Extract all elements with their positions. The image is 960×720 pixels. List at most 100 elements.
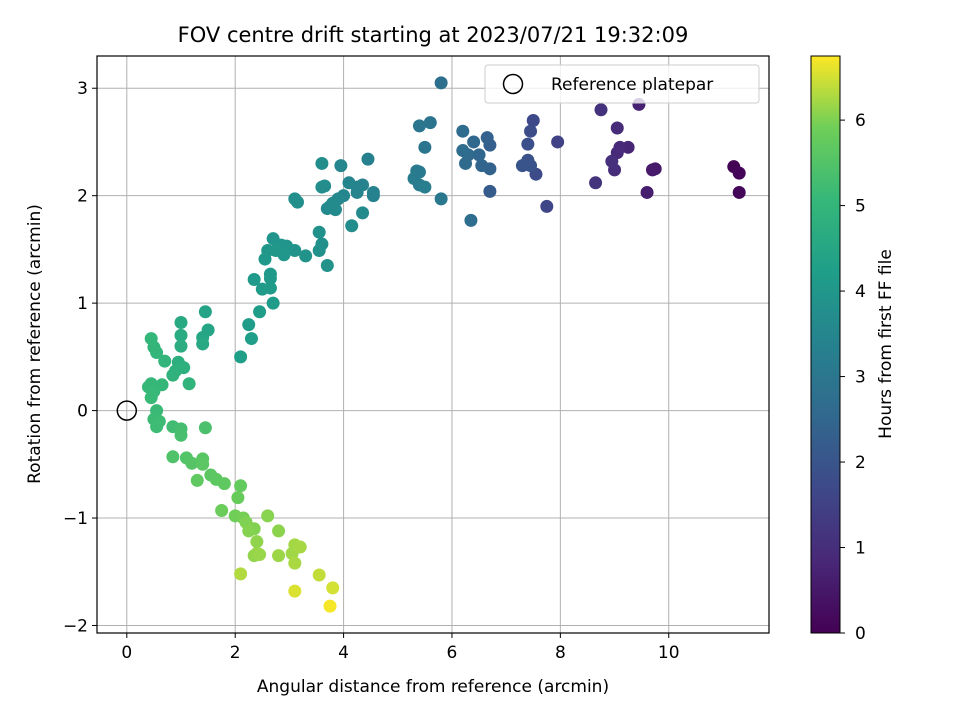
reference-point-marker <box>116 400 138 421</box>
data-point <box>293 540 307 554</box>
data-point <box>589 176 603 190</box>
scatter-points <box>141 76 746 613</box>
colorbar-tick-label: 4 <box>855 282 866 302</box>
data-point <box>312 243 326 257</box>
x-axis-label: Angular distance from reference (arcmin) <box>257 677 609 697</box>
x-tick-label: 10 <box>658 643 680 663</box>
data-point <box>323 599 337 613</box>
colorbar-tick-label: 6 <box>855 111 866 131</box>
data-point <box>326 581 340 595</box>
data-point <box>250 535 264 549</box>
data-point <box>182 377 196 391</box>
data-point <box>253 548 267 562</box>
data-point <box>234 567 248 581</box>
data-point <box>464 213 478 227</box>
data-point <box>266 296 280 310</box>
colorbar-tick-label: 0 <box>855 624 866 644</box>
legend-entry-label: Reference platepar <box>551 75 713 95</box>
data-point <box>174 328 188 342</box>
data-point <box>258 252 272 266</box>
colorbar-gradient <box>810 55 841 634</box>
data-point <box>217 477 231 491</box>
data-point <box>315 156 329 170</box>
data-point <box>418 140 432 154</box>
data-point <box>144 332 158 346</box>
data-point <box>158 354 172 368</box>
data-point <box>605 154 619 168</box>
data-point <box>732 166 746 180</box>
data-point <box>150 420 164 434</box>
data-point <box>456 144 470 158</box>
data-point <box>361 152 375 166</box>
colorbar-tick-label: 1 <box>855 539 866 559</box>
data-point <box>423 116 437 130</box>
data-point <box>198 421 212 435</box>
data-point <box>198 305 212 319</box>
data-point <box>174 315 188 329</box>
data-point <box>174 339 188 353</box>
data-point <box>196 457 210 471</box>
y-tick-label: 3 <box>77 79 88 99</box>
colorbar-tick-label: 3 <box>855 368 866 388</box>
y-axis-label: Rotation from reference (arcmin) <box>25 204 45 484</box>
data-point <box>234 479 248 493</box>
grid <box>97 56 769 633</box>
data-point <box>144 391 158 405</box>
data-point <box>418 180 432 194</box>
data-point <box>356 206 370 220</box>
data-point <box>472 148 486 162</box>
data-point <box>266 232 280 246</box>
data-point <box>312 568 326 582</box>
data-point <box>640 185 654 199</box>
data-point <box>272 524 286 538</box>
y-axis-ticks: −2 −1 0 1 2 3 <box>63 79 97 636</box>
data-point <box>467 135 481 149</box>
x-tick-label: 8 <box>555 643 566 663</box>
legend: Reference platepar <box>484 64 760 104</box>
data-point <box>434 76 448 90</box>
data-point <box>315 180 329 194</box>
x-tick-label: 0 <box>121 643 132 663</box>
y-tick-label: −2 <box>63 616 88 636</box>
data-point <box>320 259 334 273</box>
data-point <box>456 124 470 138</box>
data-point <box>190 473 204 487</box>
data-point <box>261 509 275 523</box>
data-point <box>166 450 180 464</box>
x-tick-label: 4 <box>338 643 349 663</box>
data-point <box>526 113 540 127</box>
data-point <box>253 305 267 319</box>
data-point <box>242 524 256 538</box>
data-point <box>247 272 261 286</box>
plot-frame <box>96 55 770 634</box>
data-point <box>540 199 554 213</box>
colorbar-ticks: 0 1 2 3 4 5 6 <box>840 111 866 644</box>
colorbar-tick-label: 5 <box>855 197 866 217</box>
x-axis-ticks: 0 2 4 6 8 10 <box>121 633 680 663</box>
y-tick-label: 1 <box>77 294 88 314</box>
data-point <box>272 549 286 563</box>
data-point <box>174 428 188 442</box>
data-point <box>342 176 356 190</box>
data-point <box>645 163 659 177</box>
x-tick-label: 6 <box>447 643 458 663</box>
colorbar-label: Hours from first FF file <box>876 249 896 439</box>
data-point <box>475 159 489 173</box>
data-point <box>234 350 248 364</box>
legend-box <box>484 64 760 104</box>
data-point <box>521 137 535 151</box>
colorbar: 0 1 2 3 4 5 6 Hours from first FF file <box>810 55 896 644</box>
legend-marker <box>502 73 524 95</box>
data-point <box>350 185 364 199</box>
data-point <box>242 318 256 332</box>
data-point <box>185 456 199 470</box>
chart-title: FOV centre drift starting at 2023/07/21 … <box>178 23 689 47</box>
data-point <box>515 159 529 173</box>
y-tick-label: 2 <box>77 187 88 207</box>
data-point <box>551 135 565 149</box>
data-point <box>263 271 277 285</box>
data-point <box>299 249 313 263</box>
data-point <box>263 281 277 295</box>
data-point <box>483 184 497 198</box>
